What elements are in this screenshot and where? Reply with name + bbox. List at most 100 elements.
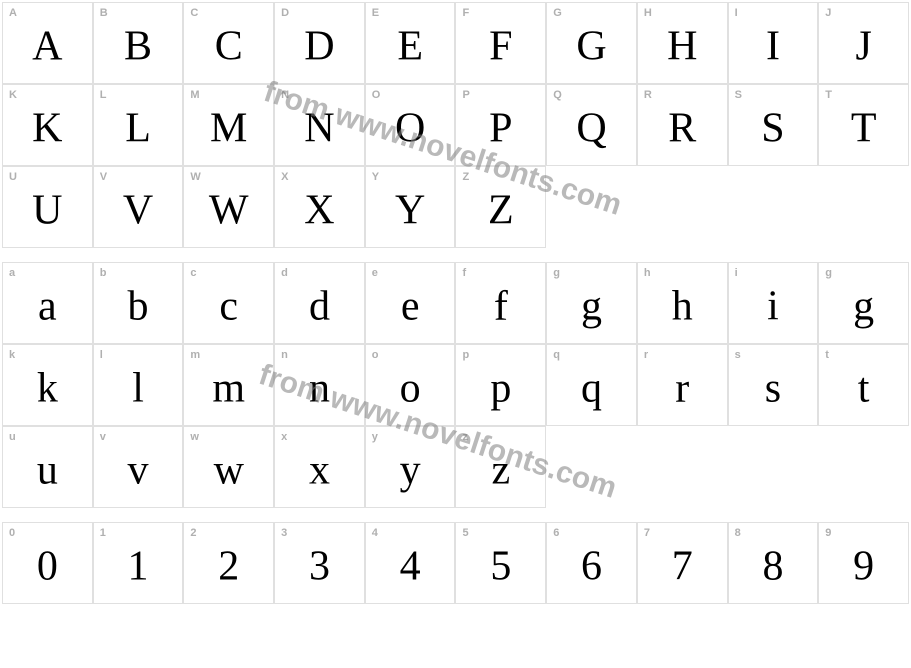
glyph: Z	[488, 189, 514, 231]
glyph-cell: tt	[818, 344, 909, 426]
glyph: 1	[128, 545, 149, 587]
glyph: 4	[400, 545, 421, 587]
glyph-cell: RR	[637, 84, 728, 166]
glyph: m	[212, 367, 245, 409]
glyph-cell: ZZ	[455, 166, 546, 248]
glyph-cell: JJ	[818, 2, 909, 84]
glyph-label: R	[644, 89, 652, 101]
glyph-label: d	[281, 267, 288, 279]
glyph-cell: cc	[183, 262, 274, 344]
glyph: X	[304, 189, 334, 231]
glyph-label: m	[190, 349, 200, 361]
glyph: g	[853, 285, 874, 327]
glyph-label: n	[281, 349, 288, 361]
glyph-label: s	[735, 349, 741, 361]
glyph-label: u	[9, 431, 16, 443]
glyph: s	[765, 367, 781, 409]
glyph: I	[766, 25, 780, 67]
glyph: z	[492, 449, 511, 491]
glyph-cell: ee	[365, 262, 456, 344]
section-digits: 00112233445566778899	[2, 522, 909, 604]
glyph-label: l	[100, 349, 103, 361]
glyph-cell: 99	[818, 522, 909, 604]
glyph-label: J	[825, 7, 831, 19]
section-spacer	[2, 508, 909, 522]
glyph-label: 5	[462, 527, 468, 539]
glyph-cell: rr	[637, 344, 728, 426]
glyph: b	[128, 285, 149, 327]
glyph: q	[581, 367, 602, 409]
glyph-label: q	[553, 349, 560, 361]
glyph-cell: uu	[2, 426, 93, 508]
glyph-label: a	[9, 267, 15, 279]
glyph: T	[851, 107, 877, 149]
glyph-cell: ss	[728, 344, 819, 426]
empty-cell	[728, 166, 819, 248]
glyph-cell: zz	[455, 426, 546, 508]
glyph: h	[672, 285, 693, 327]
empty-cell	[818, 426, 909, 508]
glyph: 8	[762, 545, 783, 587]
glyph-label: g	[553, 267, 560, 279]
glyph: i	[767, 285, 779, 327]
glyph: K	[32, 107, 62, 149]
glyph-cell: 33	[274, 522, 365, 604]
glyph-cell: vv	[93, 426, 184, 508]
empty-cell	[546, 426, 637, 508]
glyph: c	[219, 285, 238, 327]
glyph-label: Q	[553, 89, 562, 101]
glyph: 9	[853, 545, 874, 587]
glyph-label: o	[372, 349, 379, 361]
glyph: f	[494, 285, 508, 327]
glyph-label: H	[644, 7, 652, 19]
glyph-cell: pp	[455, 344, 546, 426]
glyph: w	[214, 449, 244, 491]
glyph: O	[395, 107, 425, 149]
glyph-cell: hh	[637, 262, 728, 344]
glyph-label: t	[825, 349, 829, 361]
section-lowercase: aabbccddeeffgghhiiggkkllmmnnooppqqrrsstt…	[2, 262, 909, 508]
glyph-cell: II	[728, 2, 819, 84]
glyph: F	[489, 25, 512, 67]
glyph: e	[401, 285, 420, 327]
glyph-label: T	[825, 89, 832, 101]
glyph: S	[761, 107, 784, 149]
glyph: n	[309, 367, 330, 409]
glyph-cell: SS	[728, 84, 819, 166]
glyph-label: h	[644, 267, 651, 279]
glyph: C	[215, 25, 243, 67]
glyph-cell: bb	[93, 262, 184, 344]
glyph: H	[667, 25, 697, 67]
glyph: 5	[490, 545, 511, 587]
glyph: 6	[581, 545, 602, 587]
glyph: r	[675, 367, 689, 409]
glyph-label: y	[372, 431, 378, 443]
glyph-cell: PP	[455, 84, 546, 166]
glyph-cell: VV	[93, 166, 184, 248]
glyph: k	[37, 367, 58, 409]
section-uppercase: AABBCCDDEEFFGGHHIIJJKKLLMMNNOOPPQQRRSSTT…	[2, 2, 909, 248]
glyph-cell: AA	[2, 2, 93, 84]
glyph: E	[397, 25, 423, 67]
glyph-cell: mm	[183, 344, 274, 426]
glyph-label: 1	[100, 527, 106, 539]
glyph-label: X	[281, 171, 288, 183]
glyph-cell: DD	[274, 2, 365, 84]
glyph-label: r	[644, 349, 648, 361]
glyph-cell: 77	[637, 522, 728, 604]
glyph-label: G	[553, 7, 562, 19]
glyph: M	[210, 107, 247, 149]
glyph: J	[855, 25, 871, 67]
glyph-cell: FF	[455, 2, 546, 84]
glyph-label: B	[100, 7, 108, 19]
empty-cell	[637, 426, 728, 508]
glyph: o	[400, 367, 421, 409]
glyph-cell: nn	[274, 344, 365, 426]
glyph: a	[38, 285, 57, 327]
glyph: Q	[576, 107, 606, 149]
glyph-cell: 44	[365, 522, 456, 604]
glyph-label: O	[372, 89, 381, 101]
glyph-cell: TT	[818, 84, 909, 166]
section-spacer	[2, 248, 909, 262]
glyph-label: p	[462, 349, 469, 361]
